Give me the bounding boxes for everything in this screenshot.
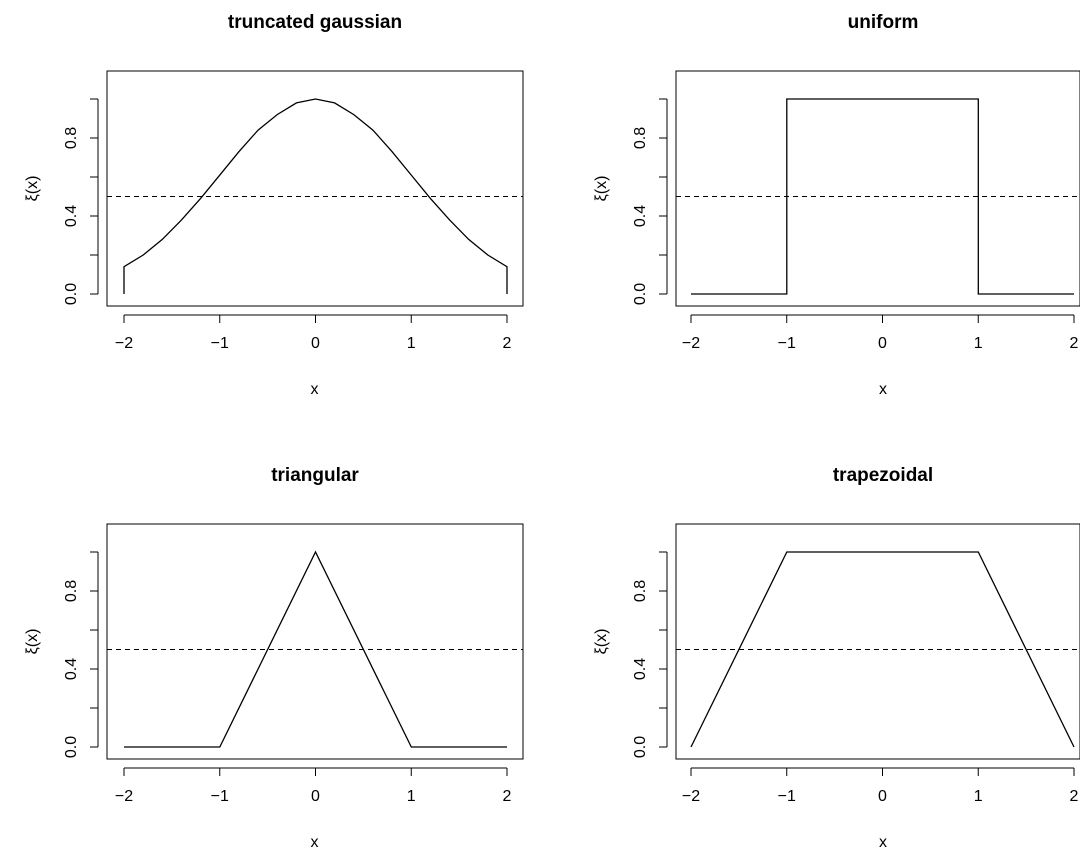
panel-triangular-frame bbox=[107, 524, 523, 759]
y-tick-label: 0.4 bbox=[63, 658, 80, 680]
y-tick-label: 0.8 bbox=[63, 580, 80, 602]
panel-uniform-y-label: ξ(x) bbox=[593, 176, 610, 202]
panel-uniform-title: uniform bbox=[848, 12, 919, 33]
x-tick-label: −2 bbox=[682, 788, 700, 805]
panel-trapezoidal-title: trapezoidal bbox=[833, 465, 933, 486]
panel-trapezoidal-x-label: x bbox=[879, 834, 887, 849]
panel-trapezoidal-y-label: ξ(x) bbox=[593, 629, 610, 655]
x-tick-label: 0 bbox=[878, 335, 887, 352]
x-tick-label: 2 bbox=[503, 788, 512, 805]
panel-gaussian-title: truncated gaussian bbox=[228, 12, 402, 33]
x-tick-label: 1 bbox=[974, 335, 983, 352]
x-tick-label: −1 bbox=[211, 335, 229, 352]
panel-triangular: triangular −2 −1 0 1 2 0.0 0.4 0.8 x ξ(x) bbox=[24, 465, 523, 849]
x-tick-label: 1 bbox=[974, 788, 983, 805]
x-tick-label: 0 bbox=[878, 788, 887, 805]
x-tick-label: −1 bbox=[778, 788, 796, 805]
x-tick-label: 1 bbox=[407, 335, 416, 352]
y-tick-label: 0.4 bbox=[63, 205, 80, 227]
x-tick-label: −1 bbox=[211, 788, 229, 805]
y-tick-label: 0.8 bbox=[632, 580, 649, 602]
y-tick-label: 0.0 bbox=[632, 283, 649, 305]
x-tick-label: 2 bbox=[1070, 335, 1079, 352]
panel-gaussian-x-label: x bbox=[311, 381, 319, 398]
y-tick-label: 0.8 bbox=[63, 127, 80, 149]
x-tick-label: 2 bbox=[503, 335, 512, 352]
panel-triangular-x-label: x bbox=[311, 834, 319, 849]
panel-uniform-x-label: x bbox=[879, 381, 887, 398]
x-tick-label: 1 bbox=[407, 788, 416, 805]
y-tick-label: 0.0 bbox=[632, 736, 649, 758]
panel-trapezoidal-frame bbox=[676, 524, 1080, 759]
panel-triangular-title: triangular bbox=[271, 465, 359, 486]
x-tick-label: −2 bbox=[682, 335, 700, 352]
y-tick-label: 0.0 bbox=[63, 736, 80, 758]
panel-trapezoidal: trapezoidal −2 −1 0 1 2 0.0 0.4 0.8 x ξ(x) bbox=[593, 465, 1080, 849]
x-tick-label: −2 bbox=[115, 788, 133, 805]
x-tick-label: 0 bbox=[311, 788, 320, 805]
y-tick-label: 0.4 bbox=[632, 658, 649, 680]
y-tick-label: 0.4 bbox=[632, 205, 649, 227]
x-tick-label: 0 bbox=[311, 335, 320, 352]
panel-uniform: uniform −2 −1 0 1 2 0.0 0.4 0.8 x ξ(x) bbox=[593, 12, 1080, 398]
x-tick-label: 2 bbox=[1070, 788, 1079, 805]
panel-uniform-frame bbox=[676, 71, 1080, 306]
y-tick-label: 0.0 bbox=[63, 283, 80, 305]
panel-triangular-y-label: ξ(x) bbox=[24, 629, 41, 655]
x-tick-label: −1 bbox=[778, 335, 796, 352]
panel-gaussian-frame bbox=[107, 71, 523, 306]
panel-gaussian-y-label: ξ(x) bbox=[24, 176, 41, 202]
panel-gaussian: truncated gaussian −2 −1 0 1 2 0.0 0.4 0.8 x ξ(x) bbox=[24, 12, 523, 398]
x-tick-label: −2 bbox=[115, 335, 133, 352]
y-tick-label: 0.8 bbox=[632, 127, 649, 149]
